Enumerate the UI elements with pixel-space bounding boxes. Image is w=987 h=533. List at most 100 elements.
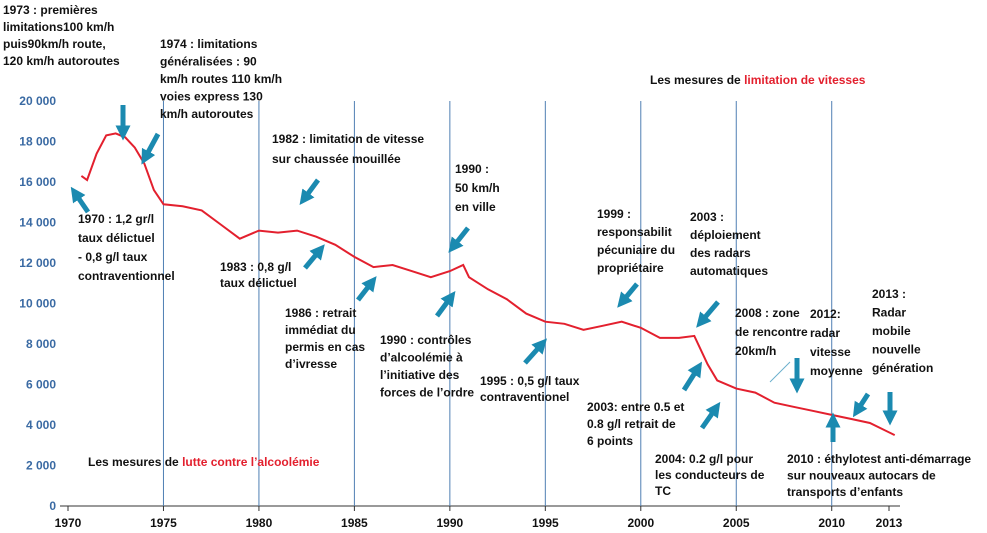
annotation: taux délictuel [220,276,297,290]
annotation: de rencontre [735,325,808,339]
annotation: 1982 : limitation de vitesse [272,132,424,146]
annotation: permis en cas [285,340,365,354]
annotation: responsabilit [597,225,672,239]
y-tick-label: 18 000 [19,135,56,149]
annotation: voies express 130 [160,90,263,104]
annotation: sur chaussée mouillée [272,152,401,166]
annotation: en ville [455,200,496,214]
x-tick-label: 1990 [437,516,464,530]
arrow [303,244,325,270]
arrow [696,300,720,328]
y-tick-label: 6 000 [26,378,56,392]
note-highlight: lutte contre l’alcoolémie [182,455,320,469]
annotation: km/h routes 110 km/h [160,72,282,86]
annotation: contraventionnel [78,269,175,283]
annotation: km/h autoroutes [160,107,254,121]
arrow [523,338,548,365]
x-tick-label: 1980 [246,516,273,530]
annotation: 0.8 g/l retrait de [587,417,676,431]
annotation: nouvelle [872,343,921,357]
annotation: 1999 : [597,207,631,221]
annotation: d’alcoolémie à [380,351,463,365]
annotation: les conducteurs de [655,468,765,482]
arrow [852,392,871,418]
annotation: 1973 : premières [3,3,98,17]
annotation: 2013 : [872,287,906,301]
annotation: 1983 : 0,8 g/l [220,260,291,274]
x-tick-label: 2013 [876,516,903,530]
y-tick-label: 14 000 [19,216,56,230]
annotation: propriétaire [597,261,664,275]
annotation: 2008 : zone [735,306,800,320]
y-tick-label: 4 000 [26,418,56,432]
annotation: 6 points [587,434,633,448]
arrow [617,282,639,308]
pointer [769,361,791,383]
y-tick-label: 0 [49,499,56,513]
x-tick-label: 1970 [55,516,82,530]
annotation: taux délictuel [78,231,155,245]
x-tick-label: 1995 [532,516,559,530]
annotation: 2003 : [690,210,724,224]
y-tick-label: 8 000 [26,337,56,351]
x-tick-label: 2005 [723,516,750,530]
annotation: l’initiative des [380,368,460,382]
annotation: déploiement [690,228,761,242]
annotation: 1990 : contrôles [380,333,472,347]
annotation: 1974 : limitations [160,37,258,51]
annotation: limitations100 km/h [3,20,114,34]
annotation: d’ivresse [285,357,337,371]
annotation: pécuniaire du [597,243,675,257]
arrow [699,401,721,430]
annotation: moyenne [810,364,863,378]
arrow [356,276,377,302]
annotation: immédiat du [285,323,356,337]
annotation: TC [655,484,671,498]
annotation: - 0,8 g/l taux [78,250,148,264]
y-tick-label: 2 000 [26,459,56,473]
measure-note: Les mesures de lutte contre l’alcoolémie [88,455,320,469]
annotation: puis90km/h route, [3,37,106,51]
annotation: 2003: entre 0.5 et [587,400,684,414]
annotation: transports d’enfants [787,485,903,499]
annotation: vitesse [810,345,851,359]
annotation: 2012: [810,307,841,321]
annotation: 2004: 0.2 g/l pour [655,452,753,466]
annotation: Radar [872,306,906,320]
arrow [434,290,456,318]
x-tick-label: 2000 [627,516,654,530]
annotation: généralisées : 90 [160,55,257,69]
note-prefix: Les mesures de [88,455,182,469]
annotation: 20km/h [735,344,776,358]
annotation: sur nouveaux autocars de [787,469,936,483]
annotation: radar [810,326,840,340]
annotation: mobile [872,324,911,338]
note-highlight: limitation de vitesses [744,73,866,87]
y-tick-label: 20 000 [19,94,56,108]
y-tick-label: 10 000 [19,297,56,311]
annotation: automatiques [690,264,768,278]
annotation: 120 km/h autoroutes [3,54,120,68]
annotation: 2010 : éthylotest anti-démarrage [787,452,971,466]
annotation: 50 km/h [455,181,500,195]
annotation: 1970 : 1,2 gr/l [78,212,154,226]
annotation: génération [872,361,933,375]
data-line [80,132,896,436]
annotation: 1986 : retrait [285,306,356,320]
arrow [448,226,470,253]
arrow [299,178,321,206]
x-tick-label: 1985 [341,516,368,530]
x-tick-label: 2010 [818,516,845,530]
annotation: 1995 : 0,5 g/l taux [480,374,580,388]
y-tick-label: 12 000 [19,256,56,270]
annotation: des radars [690,246,751,260]
measure-note: Les mesures de limitation de vitesses [650,73,866,87]
annotation: contraventionel [480,390,569,404]
arrow [70,186,91,214]
arrow [141,132,161,165]
arrow [681,361,703,392]
note-prefix: Les mesures de [650,73,744,87]
annotation: forces de l’ordre [380,386,474,400]
annotation: 1990 : [455,162,489,176]
